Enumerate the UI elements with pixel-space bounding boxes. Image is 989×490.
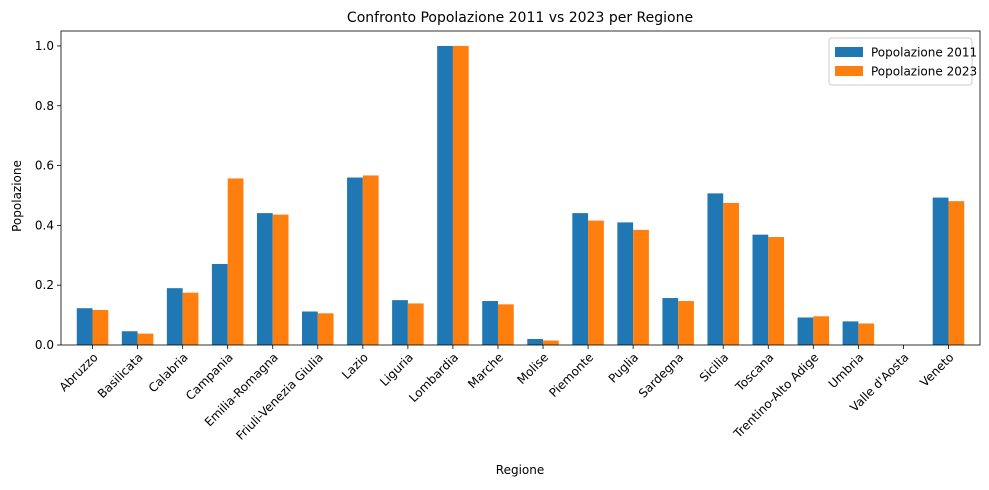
- bar-2011-13: [662, 298, 679, 345]
- legend-swatch-2011: [835, 47, 863, 57]
- bar-2023-19: [948, 201, 965, 345]
- x-tick-label: Puglia: [606, 350, 642, 386]
- bar-2011-1: [121, 331, 138, 345]
- legend-box: [828, 37, 973, 86]
- bar-2023-14: [723, 202, 739, 345]
- bar-2011-5: [302, 311, 318, 345]
- x-tick-label: Sardegna: [636, 350, 686, 400]
- x-tick-label: Toscana: [732, 350, 776, 394]
- legend-swatch-2023: [835, 66, 863, 76]
- bar-2023-6: [362, 175, 379, 345]
- chart-title: Confronto Popolazione 2011 vs 2023 per R…: [347, 10, 693, 26]
- bar-2011-8: [437, 45, 453, 345]
- y-axis: 0.0 0.2 0.4 0.6 0.8 1.0: [35, 39, 61, 352]
- x-tick-label: Abruzzo: [57, 350, 101, 394]
- x-tick-label: Trentino-Alto Adige: [730, 350, 821, 441]
- x-tick-label: Lazio: [339, 350, 371, 382]
- x-tick-label: Friuli-Venezia Giulia: [233, 350, 326, 443]
- bar-2011-3: [211, 263, 228, 345]
- bar-2023-7: [407, 303, 424, 345]
- y-tick-label: 0.4: [35, 218, 54, 232]
- x-tick-label: Liguria: [377, 350, 416, 389]
- y-tick-label: 0.8: [35, 99, 54, 113]
- x-tick-label: Sicilia: [697, 350, 732, 385]
- bar-2023-4: [272, 214, 289, 345]
- bar-2011-2: [166, 288, 183, 345]
- bar-2011-14: [707, 193, 724, 345]
- legend-label-2011: Popolazione 2011: [871, 46, 977, 60]
- x-tick-label: Basilicata: [95, 350, 146, 401]
- bar-2011-17: [842, 321, 859, 345]
- bar-2011-7: [392, 300, 408, 345]
- bar-2023-9: [497, 304, 514, 345]
- plot-area: [76, 45, 965, 345]
- bar-2011-4: [256, 213, 273, 345]
- legend: Popolazione 2011 Popolazione 2023: [828, 37, 977, 86]
- bar-2011-10: [527, 339, 544, 345]
- x-tick-label: Piemonte: [546, 350, 596, 400]
- bar-2023-0: [92, 310, 109, 345]
- bar-2011-15: [752, 234, 769, 345]
- bar-2023-15: [768, 237, 785, 345]
- x-tick-label: Calabria: [146, 350, 191, 395]
- bar-2023-8: [452, 45, 469, 345]
- bar-2011-16: [797, 317, 814, 345]
- bar-2023-10: [543, 340, 559, 345]
- legend-label-2023: Popolazione 2023: [871, 65, 977, 79]
- y-axis-label: Popolazione: [10, 160, 24, 232]
- bar-2023-3: [227, 178, 244, 345]
- bar-2023-1: [137, 333, 154, 345]
- y-tick-label: 0.0: [35, 338, 54, 352]
- bar-2011-11: [572, 213, 589, 345]
- bar-2023-13: [678, 301, 694, 345]
- bar-2023-12: [633, 229, 649, 345]
- bar-2023-16: [813, 316, 830, 345]
- x-tick-label: Umbria: [826, 350, 867, 391]
- x-tick-label: Veneto: [917, 350, 956, 389]
- bar-2011-0: [76, 308, 93, 345]
- bar-2011-9: [482, 301, 498, 345]
- y-tick-label: 1.0: [35, 39, 54, 53]
- x-tick-label: Lombardia: [406, 350, 461, 405]
- bar-2011-6: [347, 177, 363, 345]
- bar-2011-19: [932, 197, 949, 345]
- y-tick-label: 0.2: [35, 278, 54, 292]
- x-tick-label: Marche: [465, 350, 506, 391]
- bar-2011-12: [617, 222, 634, 345]
- bar-2023-2: [182, 292, 199, 345]
- x-axis-label: Regione: [496, 463, 544, 477]
- y-tick-label: 0.6: [35, 159, 54, 173]
- axes-frame: [60, 30, 981, 346]
- bar-2023-11: [588, 220, 604, 345]
- x-tick-label: Molise: [514, 350, 551, 387]
- bar-2023-5: [317, 313, 334, 345]
- bar-2023-17: [858, 323, 875, 345]
